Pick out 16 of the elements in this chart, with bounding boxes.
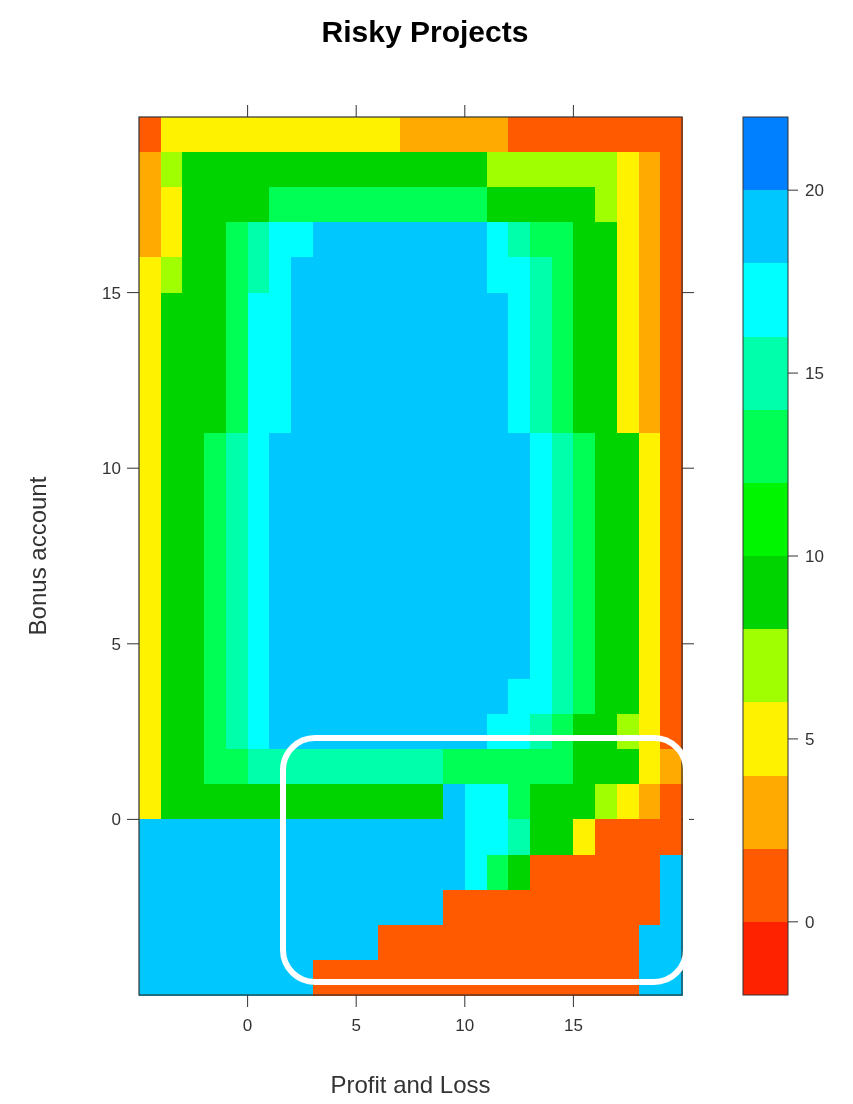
color-bar-label: 5 xyxy=(805,729,815,749)
y-axis-title: Bonus account xyxy=(24,476,51,636)
x-tick-label: 10 xyxy=(455,1016,475,1035)
chart-title: Risky Projects xyxy=(321,15,529,48)
x-tick-label: 15 xyxy=(563,1016,583,1035)
color-bar-label: 15 xyxy=(805,364,824,384)
color-bar-label: 10 xyxy=(805,546,824,566)
y-tick-label: 10 xyxy=(102,459,121,479)
y-tick-label: 5 xyxy=(111,634,121,654)
color-bar-label: 20 xyxy=(805,181,824,201)
x-axis-title: Profit and Loss xyxy=(330,1071,491,1098)
y-tick-label: 15 xyxy=(102,283,121,303)
x-tick-label: 5 xyxy=(351,1016,361,1035)
color-bar-label: 0 xyxy=(805,912,815,932)
y-tick-label: 0 xyxy=(111,810,121,830)
x-tick-label: 0 xyxy=(242,1016,253,1035)
